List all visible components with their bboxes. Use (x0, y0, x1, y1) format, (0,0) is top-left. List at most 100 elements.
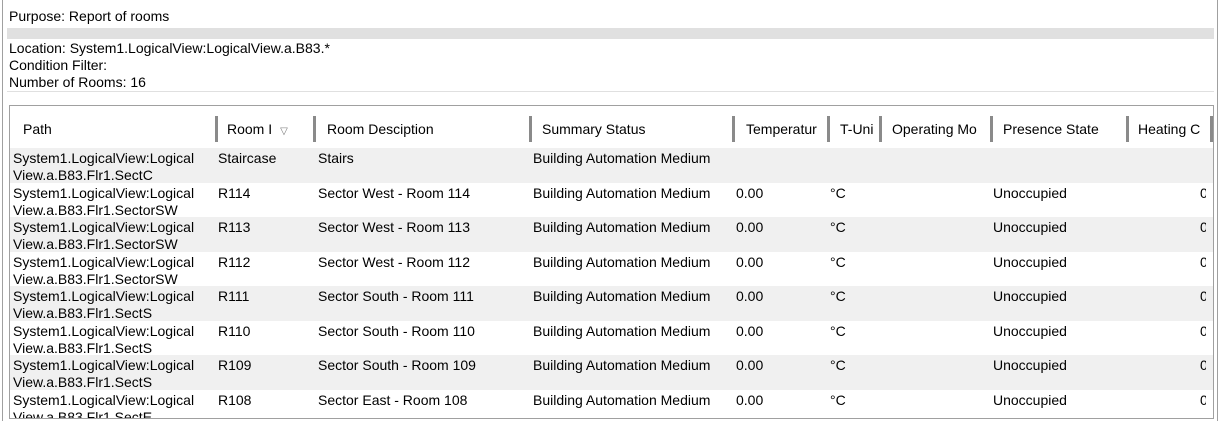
cell-temperature-unit: °C (830, 357, 846, 373)
path-line: System1.LogicalView:Logical (13, 253, 195, 270)
column-header-label: Presence State (1003, 121, 1099, 137)
path-line: System1.LogicalView:Logical (13, 322, 195, 339)
cell-summary-status: Building Automation Medium (533, 322, 711, 339)
cell-room-id: R108 (218, 391, 252, 408)
cell-heating: 0 (1200, 219, 1206, 236)
cell-temperature-unit: °C (830, 184, 846, 201)
column-header-label: Operating Mo (892, 121, 977, 137)
path-line: View.a.B83.Flr1.SectS (13, 339, 153, 356)
column-header-room-description[interactable]: Room Desciption (327, 114, 527, 144)
column-resize-handle[interactable] (879, 116, 882, 142)
table-row[interactable]: System1.LogicalView:Logical View.a.B83.Fl… (10, 355, 1213, 391)
cell-temperature-unit: °C (830, 253, 846, 270)
cell-temperature: 0.00 (736, 253, 764, 270)
column-header-presence-state[interactable]: Presence State (1003, 114, 1124, 144)
cell-temperature: 0.00 (736, 357, 764, 373)
column-header-heating[interactable]: Heating C (1138, 114, 1208, 144)
column-header-label: Room Desciption (327, 121, 434, 137)
column-resize-handle[interactable] (529, 116, 532, 142)
cell-room-description: Sector South - Room 109 (318, 357, 476, 373)
cell-room-description: Sector East - Room 108 (318, 391, 468, 408)
table-row[interactable]: System1.LogicalView:Logical View.a.B83.Fl… (10, 183, 1213, 219)
table-body: System1.LogicalView:Logical View.a.B83.Fl… (10, 148, 1213, 419)
column-resize-handle[interactable] (1210, 116, 1213, 142)
cell-room-description: Sector South - Room 111 (318, 288, 474, 304)
column-header-label: Summary Status (542, 121, 646, 137)
column-header-label: Temperatur (746, 121, 817, 137)
path-line: View.a.B83.Flr1.SectS (13, 374, 153, 390)
cell-summary-status: Building Automation Medium (533, 391, 711, 408)
table-row[interactable]: System1.LogicalView:Logical View.a.B83.Fl… (10, 321, 1213, 357)
cell-room-id: R114 (218, 184, 251, 201)
cell-heating: 0 (1200, 254, 1206, 271)
cell-presence-state: Unoccupied (993, 184, 1067, 201)
column-resize-handle[interactable] (1126, 116, 1129, 142)
cell-path: System1.LogicalView:Logical View.a.B83.Fl… (13, 254, 194, 288)
cell-summary-status: Building Automation Medium (533, 253, 711, 270)
cell-room-id: Staircase (218, 150, 277, 166)
cell-summary-status: Building Automation Medium (533, 288, 711, 304)
path-line: View.a.B83.Flr1.SectE (13, 408, 153, 419)
report-info: Location: System1.LogicalView:LogicalVie… (7, 39, 1214, 92)
cell-summary-status: Building Automation Medium (533, 150, 711, 166)
cell-presence-state: Unoccupied (993, 357, 1067, 373)
cell-summary-status: Building Automation Medium (533, 357, 711, 373)
column-header-summary-status[interactable]: Summary Status (542, 114, 730, 144)
cell-room-description: Sector West - Room 113 (318, 219, 470, 235)
chevron-down-icon[interactable]: ▽ (280, 126, 288, 137)
section-divider (7, 28, 1214, 39)
cell-temperature-unit: °C (830, 322, 846, 339)
path-line: View.a.B83.Flr1.SectorSW (13, 270, 178, 287)
column-resize-handle[interactable] (313, 116, 316, 142)
cell-path: System1.LogicalView:Logical View.a.B83.Fl… (13, 323, 194, 357)
path-line: System1.LogicalView:Logical (13, 357, 195, 373)
column-header-operating-mode[interactable]: Operating Mo (892, 114, 988, 144)
column-header-room-id[interactable]: Room I ▽ (227, 114, 311, 144)
column-header-path[interactable]: Path (23, 114, 213, 144)
cell-temperature-unit: °C (830, 219, 846, 235)
path-line: System1.LogicalView:Logical (13, 288, 195, 304)
cell-heating: 0 (1200, 288, 1206, 305)
cell-presence-state: Unoccupied (993, 322, 1067, 339)
table-header: Path Room I ▽ Room Desciption Summary Status… (10, 114, 1213, 144)
rooms-table: Path Room I ▽ Room Desciption Summary Status… (9, 105, 1214, 419)
cell-path: System1.LogicalView:Logical View.a.B83.Fl… (13, 288, 194, 322)
cell-room-id: R113 (218, 219, 251, 235)
table-row[interactable]: System1.LogicalView:Logical View.a.B83.Fl… (10, 148, 1213, 183)
cell-heating: 0 (1200, 185, 1206, 202)
column-resize-handle[interactable] (827, 116, 830, 142)
cell-presence-state: Unoccupied (993, 288, 1067, 304)
table-row[interactable]: System1.LogicalView:Logical View.a.B83.Fl… (10, 390, 1213, 419)
cell-presence-state: Unoccupied (993, 219, 1067, 235)
cell-temperature-unit: °C (830, 391, 846, 408)
column-header-temperature[interactable]: Temperatur (746, 114, 825, 144)
cell-temperature: 0.00 (736, 184, 764, 201)
cell-temperature: 0.00 (736, 391, 764, 408)
location-label: Location: System1.LogicalView:LogicalVie… (9, 40, 330, 56)
cell-temperature-unit: °C (830, 288, 846, 304)
cell-path: System1.LogicalView:Logical View.a.B83.Fl… (13, 392, 194, 419)
cell-presence-state: Unoccupied (993, 253, 1067, 270)
cell-room-id: R112 (218, 253, 251, 270)
column-header-temperature-unit[interactable]: T-Uni (840, 114, 877, 144)
cell-heating: 0 (1200, 323, 1206, 340)
path-line: View.a.B83.Flr1.SectS (13, 305, 153, 321)
table-row[interactable]: System1.LogicalView:Logical View.a.B83.Fl… (10, 217, 1213, 252)
path-line: System1.LogicalView:Logical (13, 184, 195, 201)
column-resize-handle[interactable] (732, 116, 735, 142)
column-header-label: Heating C (1138, 121, 1201, 137)
table-row[interactable]: System1.LogicalView:Logical View.a.B83.Fl… (10, 286, 1213, 322)
condition-filter-label: Condition Filter: (9, 57, 108, 73)
cell-room-id: R111 (218, 288, 250, 304)
column-header-label: Path (23, 121, 52, 137)
cell-heating: 0 (1200, 357, 1206, 374)
column-resize-handle[interactable] (990, 116, 993, 142)
cell-room-description: Sector West - Room 114 (318, 184, 470, 201)
column-resize-handle[interactable] (215, 116, 218, 142)
table-row[interactable]: System1.LogicalView:Logical View.a.B83.Fl… (10, 252, 1213, 288)
cell-path: System1.LogicalView:Logical View.a.B83.Fl… (13, 185, 194, 219)
room-count-label: Number of Rooms: 16 (9, 74, 146, 90)
column-header-label: Room I (227, 121, 273, 137)
cell-path: System1.LogicalView:Logical View.a.B83.Fl… (13, 357, 194, 391)
cell-temperature: 0.00 (736, 219, 764, 235)
